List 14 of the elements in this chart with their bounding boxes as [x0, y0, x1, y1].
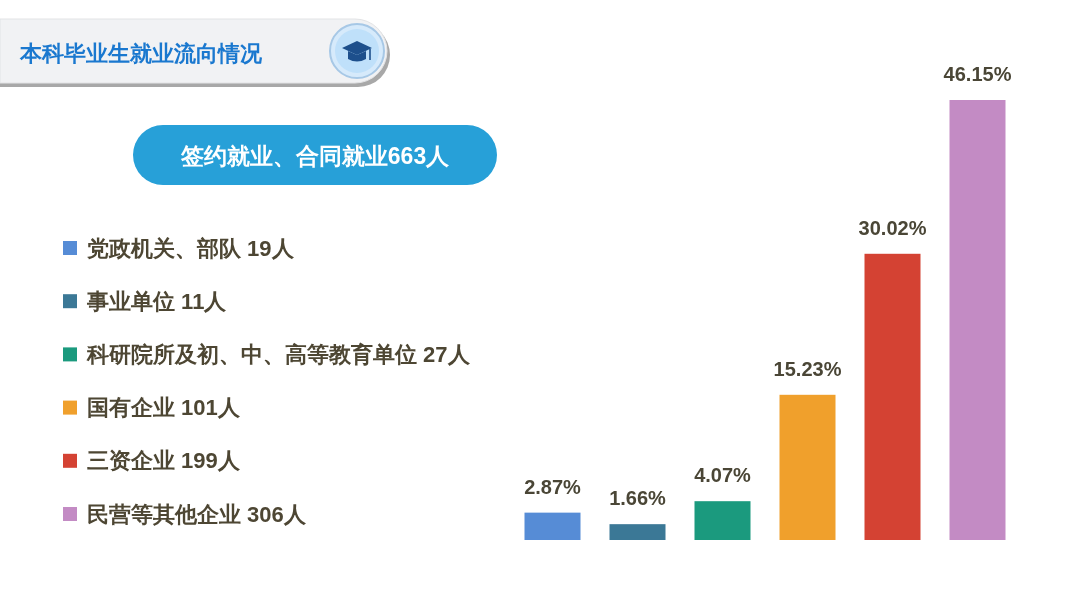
legend-label: 三资企业 199人 — [87, 448, 241, 474]
legend-label: 民营等其他企业 306人 — [87, 501, 307, 527]
data-label: 15.23% — [773, 357, 842, 380]
text: 本科毕业生就业流向情况 — [19, 40, 263, 66]
legend-label: 国有企业 101人 — [87, 395, 241, 421]
data-label: 4.07% — [694, 464, 751, 487]
legend-label: 党政机关、部队 19人 — [86, 235, 295, 261]
data-label: 2.87% — [524, 475, 581, 498]
text: 签约就业、合同就业663人 — [179, 143, 451, 169]
data-label: 30.02% — [858, 216, 927, 239]
legend-label: 事业单位 11人 — [86, 288, 228, 314]
legend-label: 科研院所及初、中、高等教育单位 27人 — [86, 341, 471, 367]
data-label: 46.15% — [943, 63, 1012, 85]
data-label: 1.66% — [609, 487, 666, 510]
